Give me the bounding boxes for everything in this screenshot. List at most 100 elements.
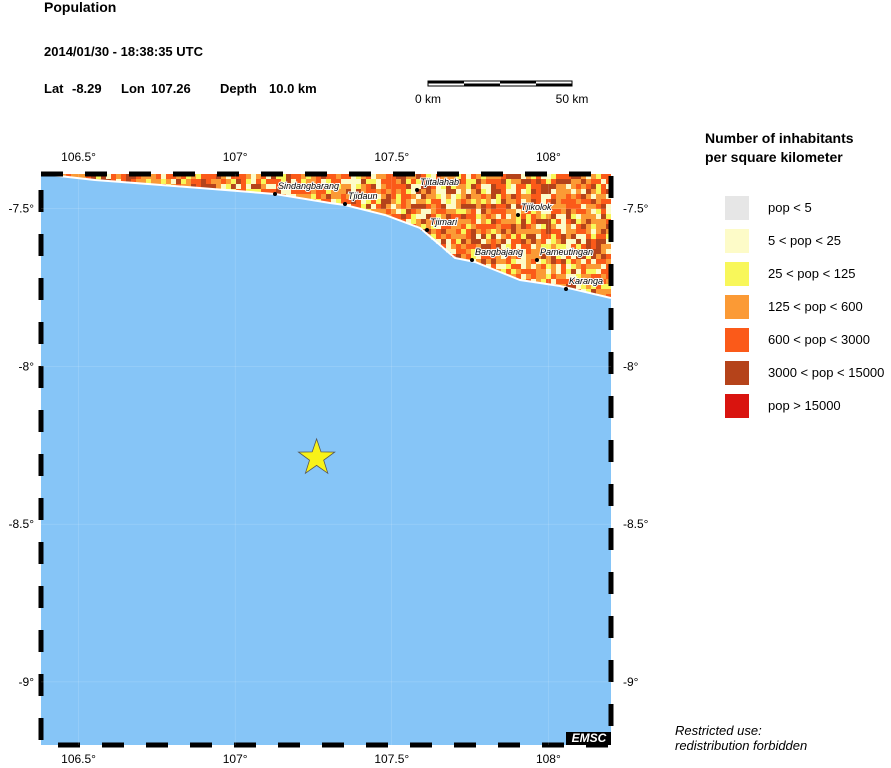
land-cell xyxy=(466,174,471,179)
land-cell xyxy=(571,239,576,244)
land-cell xyxy=(601,224,606,229)
land-cell xyxy=(136,179,141,184)
land-cell xyxy=(516,259,521,264)
land-cell xyxy=(526,194,531,199)
land-cell xyxy=(501,199,506,204)
land-cell xyxy=(111,174,116,179)
land-cell xyxy=(191,184,196,188)
land-cell xyxy=(586,264,591,269)
land-cell xyxy=(406,199,411,204)
land-cell xyxy=(471,189,476,194)
land-cell xyxy=(81,174,86,179)
land-cell xyxy=(476,259,481,264)
land-cell xyxy=(581,184,586,189)
land-cell xyxy=(511,184,516,189)
land-cell xyxy=(381,174,386,179)
land-cell xyxy=(551,184,556,189)
land-cell xyxy=(591,274,596,279)
y-tick-label: -8° xyxy=(19,359,35,373)
land-cell xyxy=(461,254,466,259)
land-cell xyxy=(346,174,351,179)
land-cell xyxy=(576,199,581,204)
land-cell xyxy=(551,269,556,274)
land-cell xyxy=(591,174,596,179)
depth-value: 10.0 km xyxy=(269,81,317,96)
land-cell xyxy=(591,244,596,249)
land-cell xyxy=(521,204,526,209)
land-cell xyxy=(241,184,246,189)
land-cell xyxy=(546,259,551,264)
land-cell xyxy=(476,254,481,259)
land-cell xyxy=(436,189,441,194)
land-cell xyxy=(576,249,581,254)
land-cell xyxy=(581,269,586,274)
land-cell xyxy=(491,249,496,254)
land-cell xyxy=(476,199,481,204)
land-cell xyxy=(201,179,206,184)
land-cell xyxy=(171,179,176,184)
land-cell xyxy=(446,204,451,209)
land-cell xyxy=(556,239,561,244)
land-cell xyxy=(291,179,296,184)
land-cell xyxy=(491,184,496,189)
land-cell xyxy=(291,189,296,194)
land-cell xyxy=(586,279,591,284)
land-cell xyxy=(331,194,336,199)
land-cell xyxy=(291,194,296,198)
land-cell xyxy=(426,184,431,189)
land-cell xyxy=(211,179,216,184)
land-cell xyxy=(471,179,476,184)
land-cell xyxy=(446,184,451,189)
land-cell xyxy=(456,179,461,184)
land-cell xyxy=(521,194,526,199)
land-cell xyxy=(546,244,551,249)
land-cell xyxy=(526,209,531,214)
land-cell xyxy=(76,174,81,179)
land-cell xyxy=(591,204,596,209)
land-cell xyxy=(401,184,406,189)
land-cell xyxy=(271,179,276,184)
land-cell xyxy=(416,224,421,228)
land-cell xyxy=(156,179,161,184)
land-cell xyxy=(501,219,506,224)
land-cell xyxy=(326,184,331,189)
land-cell xyxy=(566,209,571,214)
land-cell xyxy=(566,244,571,249)
land-cell xyxy=(581,279,586,284)
land-cell xyxy=(601,269,606,274)
land-cell xyxy=(581,254,586,259)
land-cell xyxy=(441,179,446,184)
epicenter xyxy=(297,437,336,475)
land-cell xyxy=(506,209,511,214)
land-cell xyxy=(306,189,311,194)
land-cell xyxy=(411,199,416,204)
land-cell xyxy=(491,254,496,259)
land-cell xyxy=(601,284,606,289)
land-cell xyxy=(121,179,126,183)
land-cell xyxy=(371,204,376,209)
land-cell xyxy=(486,259,491,264)
land-cell xyxy=(401,209,406,214)
land-cell xyxy=(526,279,531,282)
land-cell xyxy=(536,254,541,259)
land-cell xyxy=(436,204,441,209)
land-cell xyxy=(346,179,351,184)
land-cell xyxy=(481,244,486,249)
land-cell xyxy=(516,249,521,254)
land-cell xyxy=(426,179,431,184)
land-cell xyxy=(481,224,486,229)
land-cell xyxy=(376,189,381,194)
land-cell xyxy=(561,279,566,284)
land-cell xyxy=(591,219,596,224)
land-cell xyxy=(201,174,206,179)
land-cell xyxy=(581,179,586,184)
land-cell xyxy=(431,184,436,189)
land-cell xyxy=(541,244,546,249)
land-cell xyxy=(526,269,531,274)
land-cell xyxy=(516,224,521,229)
land-cell xyxy=(481,214,486,219)
land-cell xyxy=(286,189,291,194)
land-cell xyxy=(221,179,226,184)
land-cell xyxy=(451,244,456,249)
land-cell xyxy=(551,239,556,244)
